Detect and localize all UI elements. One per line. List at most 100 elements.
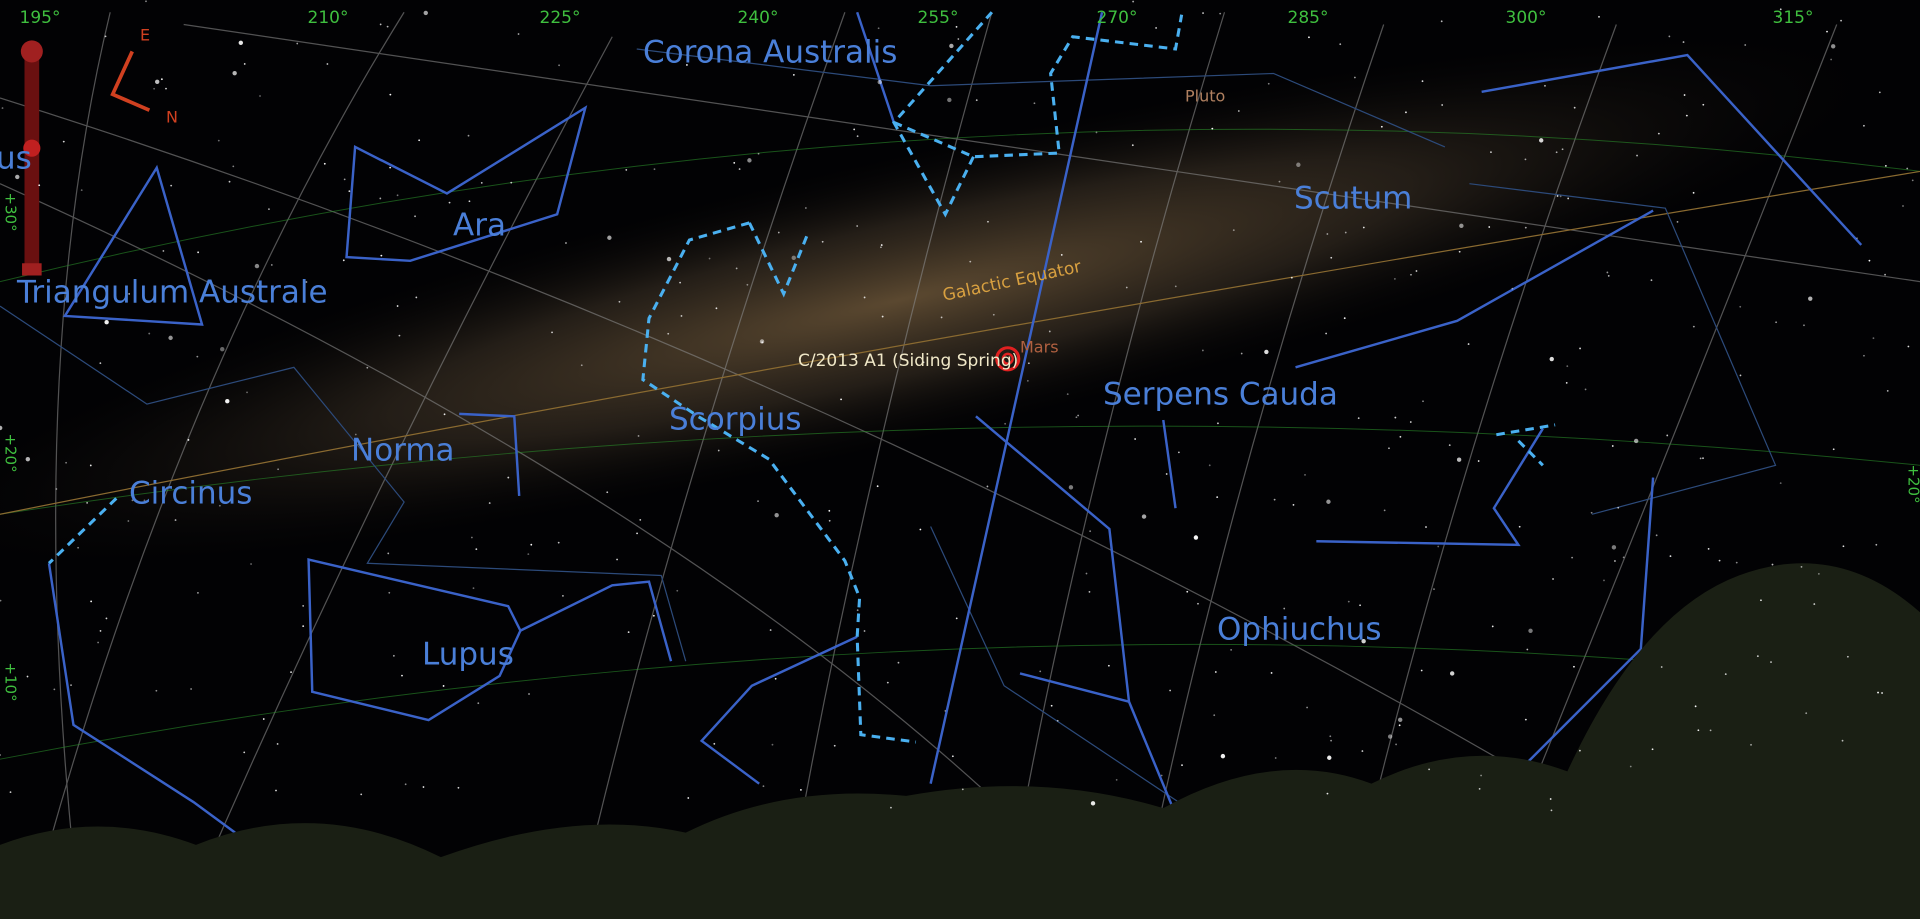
- star: [477, 702, 479, 704]
- star: [758, 153, 760, 155]
- star: [1345, 232, 1347, 234]
- star: [55, 488, 57, 490]
- star: [1394, 278, 1396, 280]
- star: [1608, 275, 1610, 277]
- star: [1725, 673, 1727, 675]
- star: [882, 316, 884, 318]
- star: [244, 63, 246, 65]
- star: [53, 688, 55, 690]
- star: [70, 684, 72, 686]
- star: [1830, 59, 1832, 61]
- star: [197, 592, 199, 594]
- star: [1202, 350, 1204, 352]
- star: [881, 244, 883, 246]
- star: [1881, 692, 1883, 694]
- star: [1398, 718, 1402, 722]
- star: [380, 24, 382, 26]
- star: [1875, 544, 1877, 546]
- constellation-name: Lupus: [422, 637, 514, 673]
- star: [949, 44, 953, 48]
- star: [1049, 331, 1051, 333]
- star: [772, 744, 774, 746]
- star: [1574, 107, 1576, 109]
- star: [628, 631, 630, 633]
- star: [1091, 801, 1095, 805]
- constellation-name: Ophiuchus: [1217, 612, 1381, 648]
- altitude-label: +10°: [2, 662, 20, 701]
- star: [733, 162, 735, 164]
- azimuth-label: 285°: [1288, 8, 1329, 28]
- star: [387, 553, 389, 555]
- star: [616, 559, 618, 561]
- star: [1480, 775, 1482, 777]
- star: [229, 181, 231, 183]
- star: [1634, 439, 1638, 443]
- star: [1326, 500, 1330, 504]
- star: [890, 807, 892, 809]
- star: [360, 793, 362, 795]
- star: [405, 783, 407, 785]
- star: [379, 198, 381, 200]
- star: [27, 676, 29, 678]
- star: [38, 184, 40, 186]
- star: [1076, 416, 1078, 418]
- star: [993, 314, 995, 316]
- star: [1230, 649, 1232, 651]
- star: [1567, 198, 1569, 200]
- star: [1329, 735, 1331, 737]
- star: [1843, 545, 1845, 547]
- star: [1428, 768, 1430, 770]
- star: [105, 36, 107, 38]
- sky-view[interactable]: 195°210°225°240°255°270°285°300°315°+30°…: [0, 0, 1920, 919]
- star: [880, 246, 882, 248]
- star: [1525, 158, 1527, 160]
- star: [1772, 564, 1774, 566]
- star: [1449, 444, 1451, 446]
- star: [562, 595, 564, 597]
- star: [1552, 578, 1554, 580]
- star: [1551, 809, 1553, 811]
- star: [1181, 764, 1183, 766]
- star: [1519, 526, 1521, 528]
- star: [401, 675, 403, 677]
- star: [263, 718, 265, 720]
- star: [232, 165, 234, 167]
- star: [1293, 504, 1295, 506]
- star: [1842, 740, 1844, 742]
- star: [1612, 545, 1616, 549]
- star: [1441, 20, 1443, 22]
- star: [1818, 573, 1820, 575]
- star: [1606, 272, 1608, 274]
- star: [145, 0, 147, 2]
- star: [1708, 548, 1710, 550]
- star: [10, 791, 12, 793]
- star: [1194, 535, 1198, 539]
- star: [1161, 775, 1163, 777]
- star: [558, 64, 560, 66]
- star: [1702, 457, 1704, 459]
- azimuth-label: 195°: [20, 8, 61, 28]
- star: [1826, 31, 1828, 33]
- star: [250, 563, 252, 565]
- star: [458, 787, 460, 789]
- star: [1175, 285, 1177, 287]
- star: [1039, 671, 1041, 673]
- star: [1395, 744, 1397, 746]
- star: [864, 297, 866, 299]
- star: [770, 629, 772, 631]
- star: [1308, 36, 1310, 38]
- star: [1907, 346, 1909, 348]
- star: [1051, 705, 1053, 707]
- star: [1658, 133, 1660, 135]
- star: [302, 625, 304, 627]
- star: [389, 167, 391, 169]
- star: [388, 592, 390, 594]
- star: [99, 362, 101, 364]
- star: [1339, 43, 1341, 45]
- star: [857, 609, 859, 611]
- altitude-label: +20°: [1905, 464, 1920, 503]
- star: [962, 788, 964, 790]
- star: [1550, 798, 1552, 800]
- star: [1544, 85, 1546, 87]
- constellation-name: us: [0, 141, 32, 177]
